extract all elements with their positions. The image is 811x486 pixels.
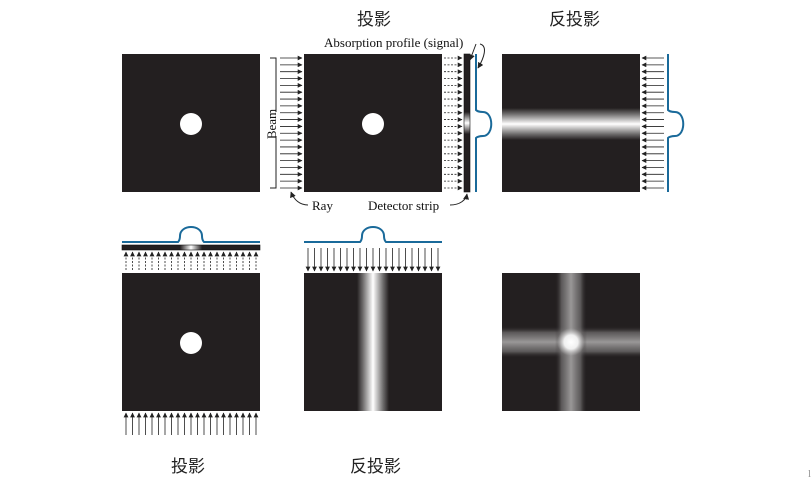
backprojection-panel-top [502,54,640,192]
page-edge-mark: l [807,468,811,480]
backprojection-panel-bottom [304,273,442,411]
absorption-profile-label: Absorption profile (signal) [324,35,463,50]
caption-top-backprojection: 反投影 [549,10,600,30]
incoming-ray-arrows-bottom [123,412,259,435]
absorption-profile-right [667,54,685,192]
transmitted-ray-arrows-bottom [123,251,259,270]
backprojected-band [502,108,640,140]
absorption-profile-top [475,54,493,192]
object-disc [180,332,202,354]
backprojection-arrows-bottom [305,248,441,272]
ray-label: Ray [312,198,333,213]
absorption-profile-bottom-mid [304,226,442,243]
projection-panel-bottom [122,273,260,411]
object-disc [362,113,384,135]
backprojection-arrows-top [641,55,664,191]
detector-strip-bottom [121,244,261,251]
object-panel-top [122,54,260,192]
absorption-pointer-2 [477,43,485,69]
detector-pointer [449,193,470,206]
caption-top-projection: 投影 [357,10,391,30]
incoming-ray-arrows [280,55,303,191]
summed-backprojection-panel [502,273,640,411]
detector-strip-label: Detector strip [368,198,439,213]
beam-bracket [270,57,277,189]
backprojected-band [357,273,389,411]
detector-strip-top [463,53,471,193]
transmitted-ray-arrows [444,55,463,191]
caption-bottom-projection: 投影 [171,457,205,477]
projection-panel-top [304,54,442,192]
overlap-spot [557,328,585,356]
ray-pointer [290,191,309,206]
absorption-profile-bottom-left [122,226,260,243]
absorption-pointer-1 [469,43,477,61]
object-disc [180,113,202,135]
beam-label: Beam [264,109,279,139]
caption-bottom-backprojection: 反投影 [350,457,401,477]
